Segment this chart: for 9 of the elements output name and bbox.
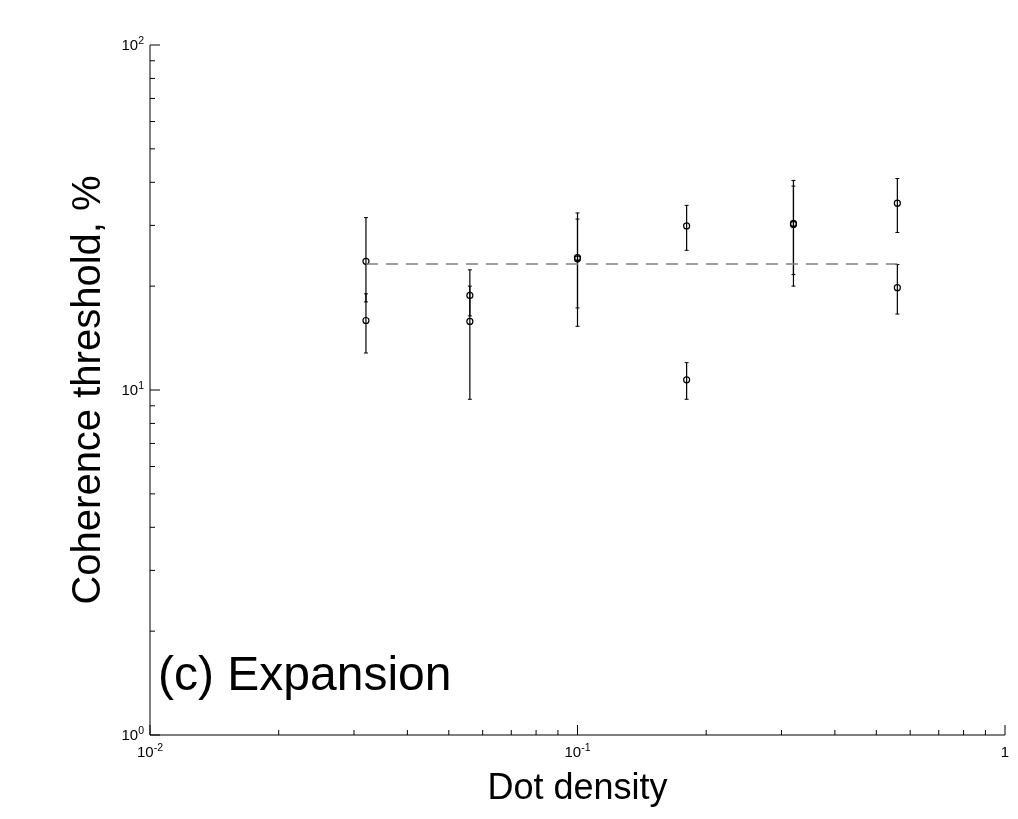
y-tick-label: 10$^{0}$ <box>121 724 145 743</box>
y-axis-title: Coherence threshold, % <box>64 175 108 605</box>
y-tick-label: 10$^{2}$ <box>121 34 145 53</box>
x-tick-label: 1 <box>1000 743 1010 760</box>
x-tick-label: 10$^{-1}$ <box>564 741 591 760</box>
x-axis-title: Dot density <box>487 766 668 807</box>
annotation: (c) Expansion <box>158 647 452 700</box>
x-tick-label: 10$^{-2}$ <box>136 741 164 760</box>
y-tick-label: 10$^{1}$ <box>121 379 145 398</box>
